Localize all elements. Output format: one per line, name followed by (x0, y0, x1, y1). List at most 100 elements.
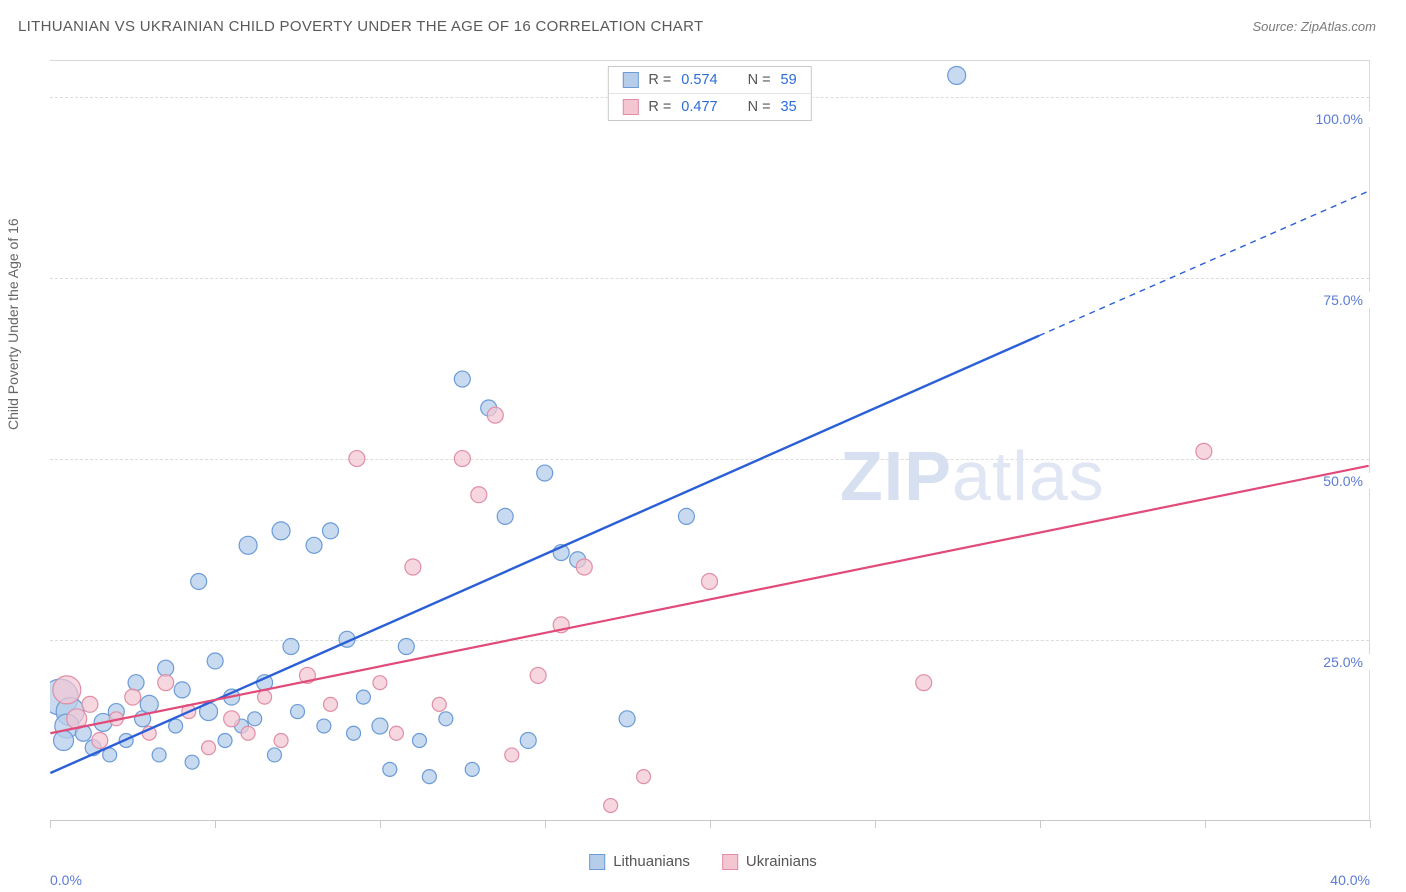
scatter-point (373, 676, 387, 690)
scatter-point (283, 639, 299, 655)
scatter-point (471, 487, 487, 503)
scatter-point (637, 770, 651, 784)
correlation-legend: R = 0.574 N = 59 R = 0.477 N = 35 (607, 66, 811, 121)
scatter-point (619, 711, 635, 727)
scatter-point (454, 371, 470, 387)
trend-line (50, 466, 1368, 733)
x-tick (380, 820, 381, 828)
scatter-point (389, 726, 403, 740)
scatter-point (422, 770, 436, 784)
x-min-label: 0.0% (50, 872, 82, 888)
scatter-svg (50, 61, 1369, 820)
scatter-point (191, 573, 207, 589)
x-tick (1040, 820, 1041, 828)
scatter-point (432, 697, 446, 711)
scatter-point (140, 695, 158, 713)
scatter-point (347, 726, 361, 740)
n-value-lithuanians: 59 (781, 72, 797, 88)
legend-label-lithuanians: Lithuanians (613, 853, 690, 870)
scatter-point (948, 66, 966, 84)
scatter-point (349, 451, 365, 467)
x-tick (545, 820, 546, 828)
legend-row-lithuanians: R = 0.574 N = 59 (608, 67, 810, 93)
r-value-ukrainians: 0.477 (681, 99, 717, 115)
n-label: N = (748, 99, 771, 115)
scatter-point (383, 762, 397, 776)
scatter-point (520, 732, 536, 748)
legend-row-ukrainians: R = 0.477 N = 35 (608, 93, 810, 120)
scatter-point (185, 755, 199, 769)
x-tick (710, 820, 711, 828)
n-value-ukrainians: 35 (781, 99, 797, 115)
scatter-point (258, 690, 272, 704)
legend-item-ukrainians: Ukrainians (722, 853, 817, 870)
x-tick (1205, 820, 1206, 828)
scatter-point (505, 748, 519, 762)
r-label: R = (648, 72, 671, 88)
scatter-point (224, 711, 240, 727)
scatter-point (239, 536, 257, 554)
scatter-point (248, 712, 262, 726)
scatter-point (323, 523, 339, 539)
scatter-point (916, 675, 932, 691)
x-tick (50, 820, 51, 828)
scatter-point (306, 537, 322, 553)
scatter-point (324, 697, 338, 711)
n-label: N = (748, 72, 771, 88)
scatter-point (576, 559, 592, 575)
x-max-label: 40.0% (1330, 872, 1370, 888)
swatch-lithuanians-icon (589, 854, 605, 870)
scatter-point (291, 705, 305, 719)
legend-label-ukrainians: Ukrainians (746, 853, 817, 870)
trend-line (50, 336, 1039, 773)
chart-title: LITHUANIAN VS UKRAINIAN CHILD POVERTY UN… (18, 18, 703, 35)
source-attribution: Source: ZipAtlas.com (1252, 19, 1376, 34)
scatter-point (678, 508, 694, 524)
scatter-point (53, 676, 81, 704)
y-axis-label: Child Poverty Under the Age of 16 (5, 218, 21, 430)
scatter-point (439, 712, 453, 726)
scatter-point (125, 689, 141, 705)
scatter-point (530, 667, 546, 683)
scatter-point (497, 508, 513, 524)
scatter-point (412, 733, 426, 747)
scatter-point (454, 451, 470, 467)
scatter-point (405, 559, 421, 575)
swatch-ukrainians (622, 99, 638, 115)
scatter-point (82, 696, 98, 712)
scatter-point (317, 719, 331, 733)
scatter-point (274, 733, 288, 747)
scatter-point (92, 732, 108, 748)
scatter-point (267, 748, 281, 762)
scatter-point (604, 799, 618, 813)
source-prefix: Source: (1252, 19, 1300, 34)
scatter-point (398, 639, 414, 655)
source-name: ZipAtlas.com (1301, 19, 1376, 34)
scatter-point (465, 762, 479, 776)
x-tick (875, 820, 876, 828)
r-value-lithuanians: 0.574 (681, 72, 717, 88)
scatter-point (356, 690, 370, 704)
r-label: R = (648, 99, 671, 115)
plot-area: ZIPatlas 25.0%50.0%75.0%100.0% R = 0.574… (50, 60, 1370, 820)
scatter-point (702, 573, 718, 589)
scatter-point (128, 675, 144, 691)
scatter-point (537, 465, 553, 481)
scatter-point (158, 675, 174, 691)
scatter-point (169, 719, 183, 733)
scatter-point (152, 748, 166, 762)
scatter-point (1196, 443, 1212, 459)
scatter-point (202, 741, 216, 755)
scatter-point (372, 718, 388, 734)
scatter-point (272, 522, 290, 540)
scatter-point (241, 726, 255, 740)
swatch-ukrainians-icon (722, 854, 738, 870)
trend-line-extension (1039, 191, 1369, 336)
scatter-point (487, 407, 503, 423)
scatter-point (218, 733, 232, 747)
scatter-point (174, 682, 190, 698)
scatter-point (207, 653, 223, 669)
scatter-point (54, 730, 74, 750)
swatch-lithuanians (622, 72, 638, 88)
chart-header: LITHUANIAN VS UKRAINIAN CHILD POVERTY UN… (0, 0, 1406, 45)
